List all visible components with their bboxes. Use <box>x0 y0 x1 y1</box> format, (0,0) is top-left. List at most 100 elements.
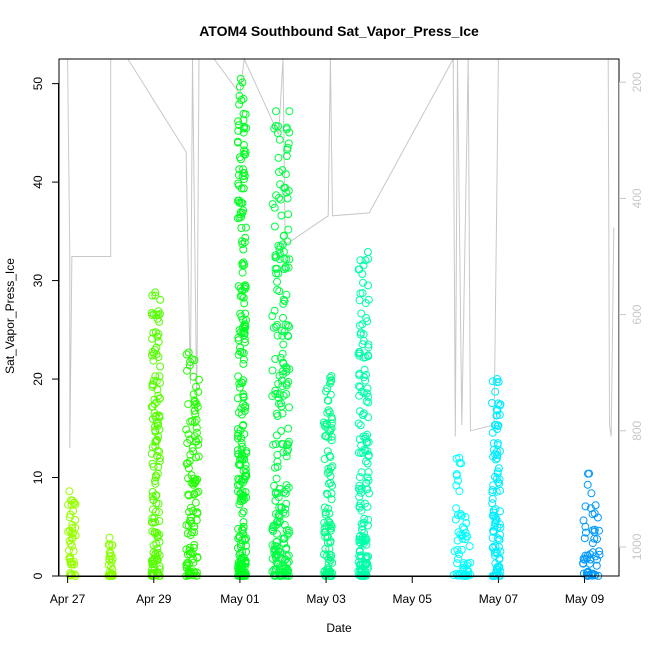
x-axis-label: Date <box>326 621 352 635</box>
data-point <box>276 195 285 204</box>
data-point <box>184 490 193 499</box>
data-point <box>364 398 373 407</box>
data-point <box>279 488 288 497</box>
data-point <box>153 385 162 394</box>
data-point <box>361 376 370 385</box>
data-point <box>490 548 499 557</box>
data-point <box>155 394 164 403</box>
data-point <box>153 556 162 565</box>
data-point <box>362 370 371 379</box>
data-point <box>105 541 114 550</box>
data-point <box>356 256 365 265</box>
data-point <box>322 552 331 561</box>
data-point <box>151 507 160 516</box>
data-point <box>282 526 291 535</box>
chart-title: ATOM4 Southbound Sat_Vapor_Press_Ice <box>199 23 479 39</box>
data-point <box>363 317 372 326</box>
data-point <box>277 211 286 220</box>
data-point <box>277 503 286 512</box>
data-point <box>585 559 594 568</box>
data-point <box>148 351 156 360</box>
data-point <box>65 487 74 496</box>
data-point <box>270 481 279 490</box>
data-point <box>271 553 280 562</box>
data-point <box>357 309 366 318</box>
data-point <box>364 340 373 349</box>
data-point <box>66 539 75 548</box>
data-point <box>148 565 157 574</box>
data-point <box>271 355 280 363</box>
data-point <box>590 509 599 518</box>
data-point <box>273 264 281 273</box>
right-axis: 200 400 600 800 1000 <box>619 72 644 560</box>
data-point <box>355 473 364 482</box>
data-point <box>241 338 249 347</box>
data-point <box>151 412 160 421</box>
data-point <box>238 268 247 277</box>
data-point <box>355 503 364 512</box>
data-point <box>357 441 366 450</box>
data-point <box>455 550 463 559</box>
data-point <box>358 340 367 349</box>
data-point <box>465 542 474 551</box>
x-tick-label: May 07 <box>479 592 519 606</box>
data-point <box>321 508 330 517</box>
data-point <box>274 241 283 250</box>
data-point <box>148 492 157 501</box>
data-point <box>586 504 595 513</box>
data-point <box>238 378 247 387</box>
data-point <box>151 372 160 381</box>
data-point <box>240 146 249 155</box>
data-point <box>488 486 497 495</box>
data-point <box>238 509 247 518</box>
data-point <box>238 259 247 268</box>
data-point <box>239 184 248 193</box>
data-point <box>453 546 462 554</box>
data-point <box>195 375 203 384</box>
data-point <box>589 526 597 535</box>
data-point <box>279 534 288 543</box>
data-point <box>238 237 247 246</box>
data-point <box>233 394 242 403</box>
data-point <box>194 487 203 496</box>
data-point <box>277 427 286 435</box>
right-tick-label: 200 <box>630 72 644 92</box>
data-point <box>357 468 366 477</box>
data-point <box>192 423 201 432</box>
data-point <box>326 472 335 480</box>
data-point <box>492 411 501 420</box>
data-point <box>494 464 503 473</box>
data-point <box>238 208 247 217</box>
data-point <box>454 528 463 537</box>
data-point <box>591 552 600 561</box>
x-tick-label: Apr 29 <box>136 592 172 606</box>
data-point <box>236 343 244 352</box>
data-point <box>284 263 293 272</box>
data-point <box>238 240 247 249</box>
right-tick-label: 1000 <box>630 533 644 560</box>
data-point <box>280 539 289 548</box>
data-point <box>234 117 243 126</box>
data-point <box>274 269 283 278</box>
data-point <box>273 129 282 137</box>
data-point <box>234 474 243 483</box>
data-point <box>362 570 371 579</box>
data-point <box>275 399 283 408</box>
data-point <box>488 499 497 508</box>
data-point <box>240 562 249 571</box>
data-point <box>492 378 501 387</box>
data-point <box>584 469 592 478</box>
data-point <box>71 516 80 524</box>
data-point <box>275 371 284 380</box>
data-point <box>189 390 198 399</box>
data-point <box>358 525 366 534</box>
data-point <box>67 571 76 580</box>
data-point <box>234 372 243 381</box>
data-point <box>235 383 244 392</box>
data-point <box>149 548 158 557</box>
data-point <box>282 452 291 461</box>
data-point <box>284 139 293 148</box>
data-point <box>356 330 365 339</box>
data-point <box>65 526 74 535</box>
data-point <box>185 507 194 516</box>
